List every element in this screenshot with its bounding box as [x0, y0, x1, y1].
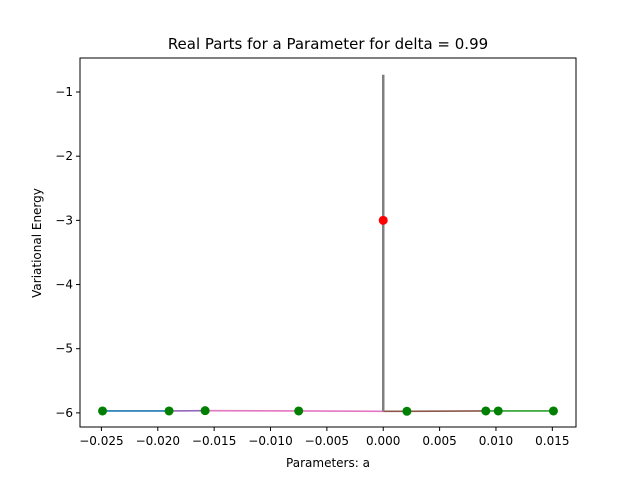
plot-frame — [79, 57, 577, 428]
data-point-3 — [294, 406, 304, 416]
x-axis-label: Parameters: a — [286, 456, 370, 470]
x-axis: −0.025 −0.020 −0.015 −0.010 −0.005 0.000 0.005… — [79, 427, 570, 448]
x-tick-label: 0.000 — [366, 434, 400, 448]
x-tick-label: −0.010 — [248, 434, 292, 448]
data-point-8 — [378, 215, 388, 225]
x-tick-label: 0.015 — [535, 434, 569, 448]
y-tick-label: −2 — [55, 149, 73, 163]
y-tick-label: −1 — [55, 85, 73, 99]
y-axis-label: Variational Energy — [30, 188, 44, 298]
y-tick-label: −6 — [55, 406, 73, 420]
y-tick-label: −5 — [55, 342, 73, 356]
x-tick-label: 0.010 — [479, 434, 513, 448]
data-marks — [98, 74, 558, 416]
chart-title: Real Parts for a Parameter for delta = 0… — [168, 35, 488, 53]
x-tick-label: 0.005 — [422, 434, 456, 448]
data-point-0 — [98, 406, 108, 416]
data-point-1 — [164, 406, 174, 416]
x-tick-label: −0.005 — [305, 434, 349, 448]
y-tick-label: −3 — [55, 213, 73, 227]
x-tick-label: −0.020 — [136, 434, 180, 448]
series-line-2 — [205, 409, 384, 413]
y-tick-label: −4 — [55, 278, 73, 292]
data-point-7 — [548, 406, 558, 416]
x-tick-label: −0.015 — [192, 434, 236, 448]
x-tick-label: −0.025 — [79, 434, 123, 448]
data-point-6 — [493, 406, 503, 416]
data-point-5 — [481, 406, 491, 416]
data-point-4 — [402, 406, 412, 416]
data-point-2 — [200, 406, 210, 416]
y-axis: −1 −2 −3 −4 −5 −6 — [55, 85, 80, 420]
